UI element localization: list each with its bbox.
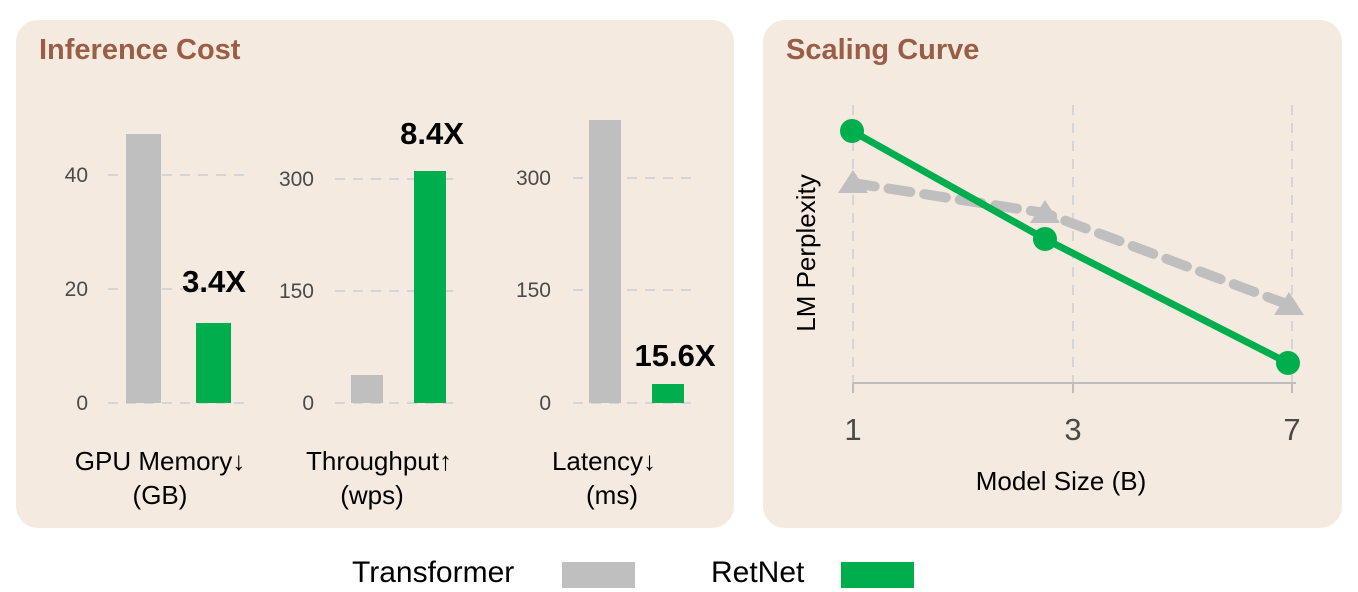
y-tick: 20 bbox=[65, 278, 88, 301]
transformer-bar bbox=[589, 120, 621, 403]
y-tick: 0 bbox=[76, 392, 88, 415]
x-tick: 1 bbox=[844, 412, 861, 447]
retnet-bar bbox=[414, 171, 446, 403]
legend: Transformer RetNet bbox=[0, 552, 1358, 592]
y-tick: 150 bbox=[516, 279, 551, 302]
speedup-annotation: 15.6X bbox=[634, 338, 715, 373]
legend-swatch-transformer bbox=[562, 562, 635, 588]
y-tick: 0 bbox=[302, 392, 314, 415]
speedup-annotation: 3.4X bbox=[182, 264, 246, 299]
transformer-bar bbox=[126, 134, 161, 403]
gpu-memory-chart: 0 20 40 3.4X GPU Memory↓ (GB) bbox=[65, 134, 246, 510]
retnet-bar bbox=[196, 323, 231, 403]
scaling-curve-title: Scaling Curve bbox=[786, 34, 980, 66]
speedup-annotation: 8.4X bbox=[400, 116, 464, 151]
x-label-line1: Latency↓ bbox=[552, 446, 656, 476]
retnet-marker-circle bbox=[840, 119, 864, 143]
retnet-bar bbox=[652, 384, 684, 403]
y-tick: 300 bbox=[516, 167, 551, 190]
x-label-line2: (ms) bbox=[586, 480, 638, 510]
y-tick: 40 bbox=[65, 164, 88, 187]
throughput-chart: 0 150 300 8.4X Throughput↑ (wps) bbox=[279, 116, 464, 510]
y-tick: 0 bbox=[539, 392, 551, 415]
transformer-bar bbox=[351, 375, 383, 403]
retnet-marker-circle bbox=[1033, 227, 1057, 251]
transformer-marker-triangle bbox=[838, 170, 868, 193]
inference-cost-title: Inference Cost bbox=[39, 34, 241, 66]
x-label-line1: GPU Memory↓ bbox=[75, 446, 245, 476]
latency-chart: 0 150 300 15.6X Latency↓ (ms) bbox=[516, 120, 716, 510]
x-label-line2: (wps) bbox=[340, 480, 404, 510]
transformer-marker-triangle bbox=[1274, 292, 1304, 315]
transformer-line bbox=[848, 178, 1294, 310]
x-label-line2: (GB) bbox=[133, 480, 188, 510]
x-tick: 3 bbox=[1064, 412, 1081, 447]
legend-label-transformer: Transformer bbox=[352, 556, 515, 589]
retnet-line bbox=[850, 127, 1290, 367]
y-tick: 150 bbox=[279, 280, 314, 303]
legend-label-retnet: RetNet bbox=[711, 556, 805, 589]
x-label-line1: Throughput↑ bbox=[306, 446, 452, 476]
y-tick: 300 bbox=[279, 168, 314, 191]
transformer-marker-triangle bbox=[1030, 200, 1060, 223]
legend-swatch-retnet bbox=[841, 562, 914, 588]
x-tick: 7 bbox=[1283, 412, 1300, 447]
y-axis-label: LM Perplexity bbox=[791, 174, 821, 332]
scaling-curve-panel: Scaling Curve bbox=[763, 20, 1342, 528]
retnet-marker-circle bbox=[1276, 351, 1300, 375]
x-axis-label: Model Size (B) bbox=[976, 466, 1147, 496]
